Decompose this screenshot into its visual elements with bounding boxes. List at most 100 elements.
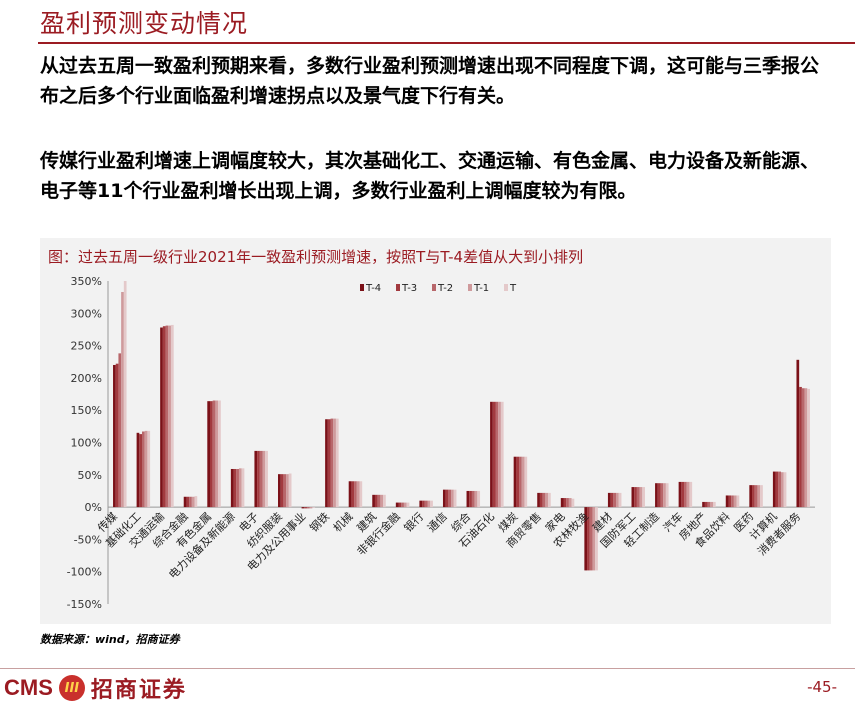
bar-T-1 [380, 494, 384, 508]
bar-T-4 [230, 468, 234, 508]
x-tick-label: 机械 [330, 509, 355, 534]
bar-T-3 [115, 363, 119, 508]
bar-T-1 [592, 507, 596, 571]
bar-T [265, 450, 268, 508]
bar-T [477, 490, 481, 508]
bar-T-3 [351, 481, 355, 508]
bar-T-3 [469, 490, 472, 508]
bar-T [548, 492, 551, 508]
bar-T-1 [498, 401, 501, 508]
bar-T-2 [448, 489, 452, 508]
bar-T-3 [539, 492, 543, 508]
bar-T-4 [254, 450, 258, 508]
bar-T-1 [286, 474, 289, 508]
bar-T-3 [728, 495, 732, 508]
bar-T-4 [207, 401, 210, 508]
y-tick-label: 250% [71, 340, 102, 353]
bar-T-3 [775, 471, 779, 508]
bar-T-4 [113, 364, 116, 508]
bar-T [760, 485, 763, 508]
x-tick-label: 银行 [401, 509, 426, 534]
bar-T [618, 492, 622, 508]
legend-swatch-T-1 [468, 284, 472, 291]
bar-T-2 [212, 400, 216, 508]
legend-label: T-1 [473, 283, 489, 294]
logo-name: 招商证券 [90, 678, 187, 703]
bar-T-3 [587, 507, 590, 571]
legend-label: T [509, 283, 517, 294]
page-title: 盈利预测变动情况 [40, 9, 249, 38]
bar-T-3 [445, 489, 449, 508]
bar-T-3 [422, 500, 425, 508]
bar-T-3 [704, 501, 708, 508]
bar-T-4 [655, 483, 658, 508]
bar-T-4 [136, 432, 140, 508]
bar-T-4 [796, 359, 800, 508]
bar-T-3 [233, 468, 237, 508]
bar-T-4 [442, 489, 446, 508]
bar-T-1 [121, 291, 124, 508]
legend-swatch-T [504, 284, 508, 291]
bar-T [241, 468, 245, 508]
bar-T [783, 472, 787, 508]
bar-T [500, 401, 504, 508]
bar-T-4 [395, 502, 399, 508]
bar-T [453, 489, 457, 508]
bar-T-4 [325, 419, 328, 508]
bar-T-1 [215, 400, 219, 508]
bar-chart: 350% 300% 250% 200% 150% 100% 50% 0% -50% -100% -1… [67, 275, 815, 611]
bar-T-3 [492, 401, 496, 508]
bar-T-2 [330, 418, 334, 508]
bar-T [359, 481, 363, 508]
bar-T [288, 473, 292, 508]
title-divider [38, 42, 855, 44]
y-tick-label: 200% [71, 372, 102, 385]
bar-T-4 [772, 471, 776, 508]
bar-T-1 [616, 492, 619, 508]
bar-T [665, 483, 669, 508]
bar-T [147, 430, 151, 508]
paragraph-1: 从过去五周一致盈利预期来看，多数行业盈利预测增速出现不同程度下调，这可能与三季报… [40, 55, 820, 107]
bar-T [430, 500, 433, 508]
footer-divider [0, 668, 855, 669]
bar-T [406, 502, 410, 508]
company-logo: CMS III 招商证券 [4, 672, 187, 704]
y-tick-label: 50% [78, 469, 102, 482]
bar-T-1 [710, 501, 713, 508]
bar-T-3 [610, 492, 614, 508]
bar-T-2 [259, 450, 263, 508]
bar-T-2 [684, 481, 687, 508]
bar-T [689, 481, 693, 508]
bar-T-4 [560, 498, 564, 508]
bar-T-3 [563, 498, 567, 508]
bar-T-4 [513, 456, 517, 508]
bar-T-1 [545, 492, 549, 508]
bar-T-3 [634, 487, 637, 508]
bar-T-1 [757, 485, 761, 508]
bar-T-4 [631, 487, 635, 508]
bar-T [595, 507, 598, 571]
bar-T [807, 388, 810, 508]
bar-T [713, 501, 716, 508]
bar-T-3 [398, 502, 402, 508]
bar-T [218, 400, 221, 508]
y-tick-label: 300% [71, 307, 102, 320]
y-tick-label: 350% [71, 275, 102, 288]
bar-T-1 [663, 483, 666, 508]
bar-T-2 [165, 325, 169, 508]
logo-brand: CMS [4, 675, 53, 700]
bar-T-2 [424, 500, 428, 508]
legend-swatch-T-3 [396, 284, 400, 291]
bar-T-3 [752, 485, 755, 508]
bar-T-3 [139, 434, 142, 508]
bar-T-1 [521, 456, 525, 508]
data-source: 数据来源：wind，招商证券 [40, 633, 180, 646]
bar-T-1 [144, 430, 148, 508]
bar-T-2 [613, 492, 617, 508]
legend-label: T-4 [365, 283, 381, 294]
bar-T-4 [749, 485, 753, 508]
bar-T [194, 496, 198, 508]
y-tick-label: 100% [71, 437, 102, 450]
bar-T-3 [681, 481, 685, 508]
bar-T-2 [354, 481, 357, 508]
